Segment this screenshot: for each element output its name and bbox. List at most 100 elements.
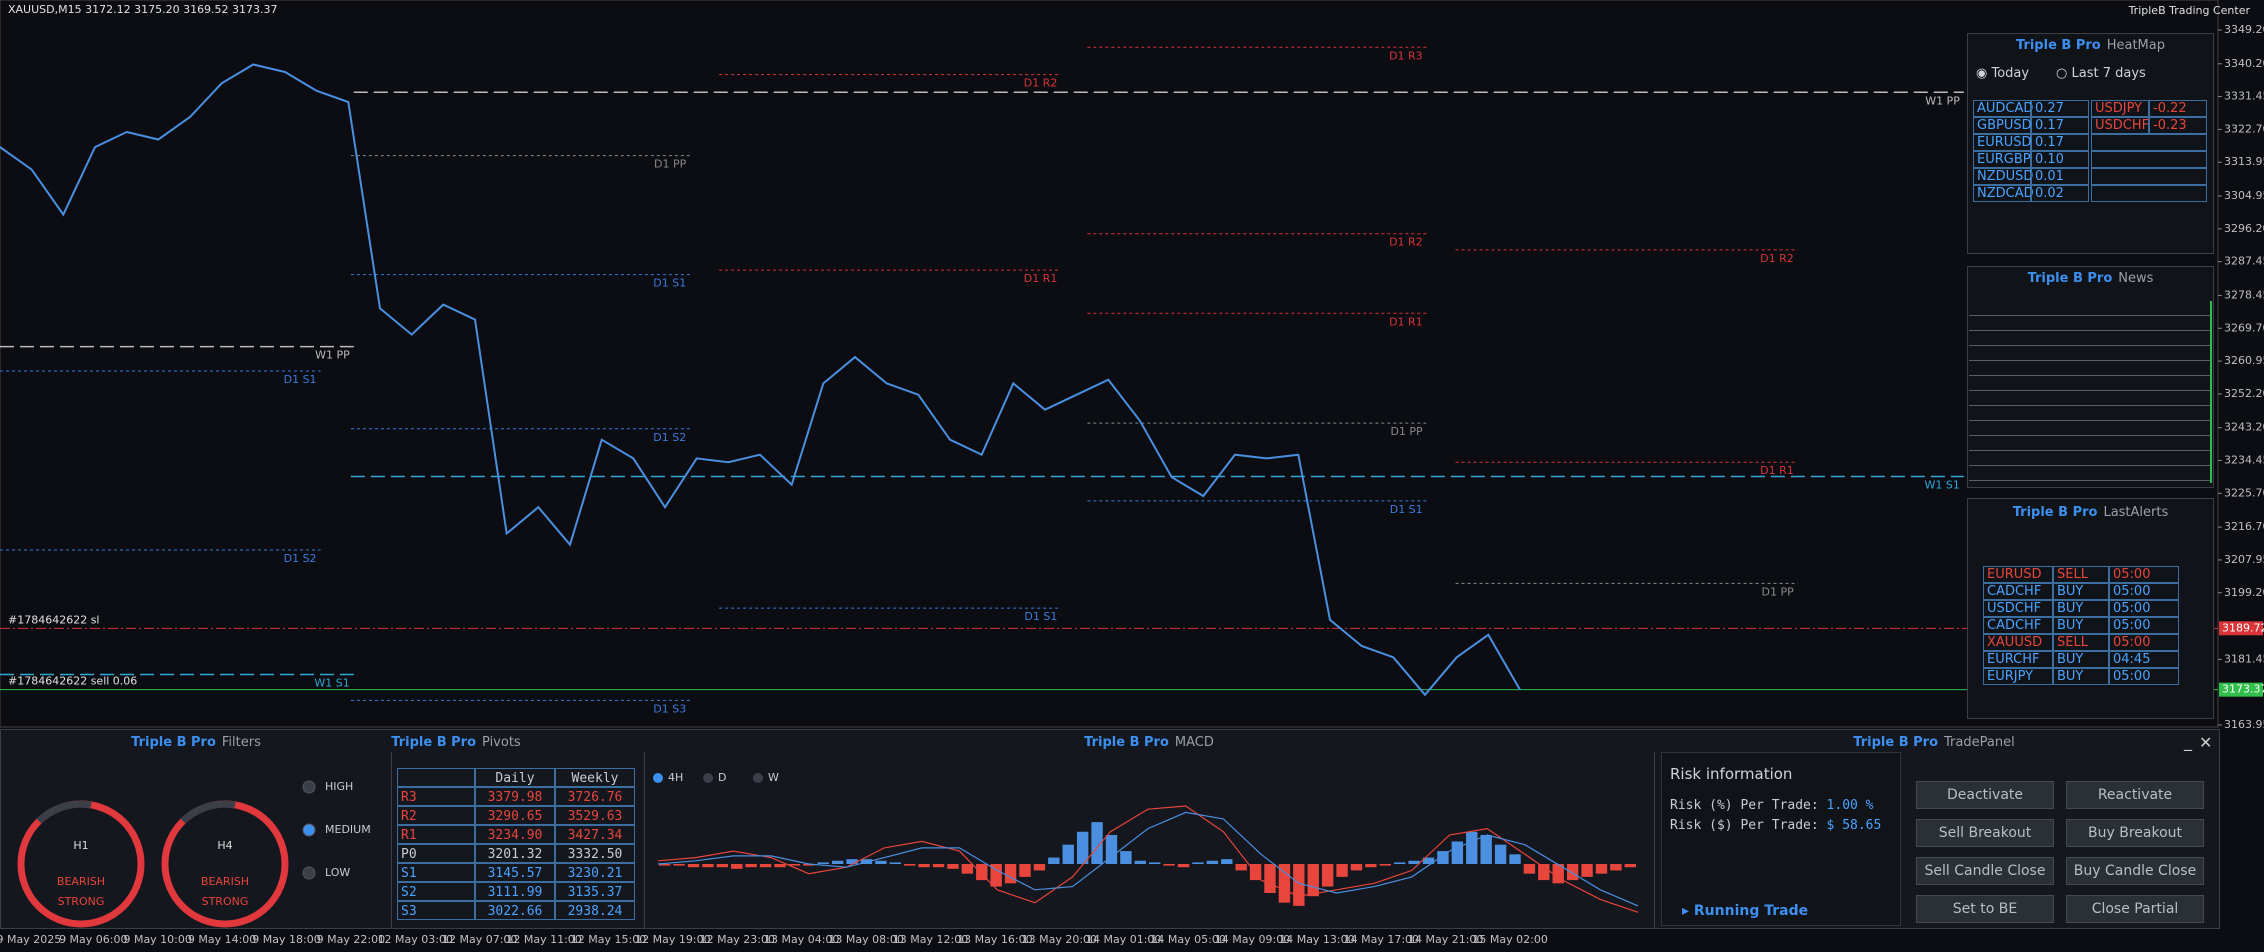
macd-bar bbox=[1163, 864, 1175, 866]
macd-bar bbox=[1365, 864, 1377, 868]
macd-bar bbox=[1350, 864, 1363, 871]
heatmap-cell: NZDCAD bbox=[1973, 185, 2034, 202]
macd-bar bbox=[1134, 860, 1146, 864]
macd-bar bbox=[1379, 864, 1391, 866]
macd-bar bbox=[1321, 864, 1334, 887]
pivot-cell: 3201.32 bbox=[475, 844, 555, 863]
running-trade[interactable]: ▸ Running Trade bbox=[1682, 903, 1809, 919]
macd-bar bbox=[990, 864, 1002, 887]
pivot-cell: 3427.34 bbox=[555, 825, 635, 844]
bottom-panel: Triple B Pro Filters Triple B Pro Pivots T… bbox=[0, 729, 2220, 929]
pivot-cell bbox=[397, 768, 475, 787]
heatmap-cell: AUDCAD bbox=[1973, 100, 2033, 117]
level-label: W1 S1 bbox=[1924, 478, 1959, 491]
level-label: D1 S1 bbox=[1024, 610, 1057, 623]
alert-cell: SELL bbox=[2053, 566, 2109, 583]
y-tick-label: 3269.70 bbox=[2224, 321, 2264, 334]
macd-bar bbox=[1235, 864, 1247, 871]
macd-title: Triple B Pro MACD bbox=[644, 735, 1654, 750]
pivots-title: Triple B Pro Pivots bbox=[391, 735, 521, 750]
plot-area bbox=[0, 0, 2219, 728]
y-tick-label: 3260.95 bbox=[2224, 354, 2264, 367]
heatmap-title: Triple B Pro HeatMap bbox=[1968, 38, 2213, 53]
alert-cell: BUY bbox=[2053, 617, 2109, 634]
value: 1.00 % bbox=[1826, 798, 1874, 813]
title: Filters bbox=[221, 735, 261, 750]
y-tick-label: 3278.45 bbox=[2224, 288, 2264, 301]
y-tick-label: 3216.70 bbox=[2224, 520, 2264, 533]
macd-bar bbox=[1624, 864, 1636, 868]
news-title: Triple B Pro News bbox=[1968, 271, 2213, 286]
level-label: D1 R2 bbox=[1760, 252, 1794, 265]
heatmap-cell: NZDUSD bbox=[1973, 168, 2033, 185]
trade-button[interactable]: Set to BE bbox=[1916, 895, 2054, 923]
macd-bar bbox=[1033, 864, 1046, 871]
pivot-cell: 3135.37 bbox=[555, 882, 635, 901]
macd-bar bbox=[947, 864, 959, 869]
radio-label: 4H bbox=[668, 771, 683, 784]
pivot-header: Daily bbox=[475, 768, 555, 787]
alert-cell: SELL bbox=[2053, 634, 2109, 651]
x-tick-label: 13 May 20:00 bbox=[1022, 933, 1097, 946]
close[interactable]: ✕ bbox=[2199, 733, 2213, 752]
macd-bar bbox=[1293, 864, 1305, 906]
level-label: D1 S1 bbox=[284, 373, 317, 386]
gauge-track bbox=[180, 800, 236, 824]
news-list bbox=[1969, 301, 2212, 483]
x-tick-label: 13 May 16:00 bbox=[957, 933, 1032, 946]
radio-label: D bbox=[718, 771, 726, 784]
macd-bar bbox=[1566, 864, 1579, 881]
brand: Triple B Pro bbox=[2012, 505, 2098, 520]
gauge-track bbox=[36, 800, 92, 824]
macd-bar bbox=[889, 862, 901, 864]
trade-button[interactable]: Buy Candle Close bbox=[2066, 857, 2204, 885]
alert-cell: EURCHF bbox=[1983, 651, 2053, 668]
y-tick-label: 3340.20 bbox=[2224, 57, 2264, 70]
pivot-cell: 3022.66 bbox=[475, 901, 555, 920]
option[interactable]: ○ Last 7 days bbox=[2056, 66, 2146, 81]
pivot-cell: 3529.63 bbox=[555, 806, 635, 825]
level-label: D1 S3 bbox=[653, 702, 686, 715]
macd-bar bbox=[659, 864, 671, 866]
alert-cell: 05:00 bbox=[2109, 583, 2179, 600]
macd-main bbox=[657, 805, 1639, 913]
macd-chart: 4H D W bbox=[653, 771, 1639, 913]
filters: H1 BEARISH STRONG H4 BEARISH STRONG HIGH MEDIUM… bbox=[17, 780, 371, 928]
heatmap-panel: Triple B Pro HeatMap ◉ Today ○ Last 7 day… bbox=[1967, 33, 2214, 254]
macd-bar bbox=[1437, 851, 1449, 864]
trade-button[interactable]: Deactivate bbox=[1916, 781, 2054, 809]
macd-bar bbox=[788, 864, 801, 866]
macd-bar bbox=[1076, 831, 1089, 864]
x-tick-label: 13 May 12:00 bbox=[893, 933, 968, 946]
macd-bar bbox=[1105, 835, 1118, 864]
alert-cell: CADCHF bbox=[1983, 583, 2053, 600]
radio bbox=[653, 773, 663, 783]
macd-bar bbox=[1177, 864, 1190, 868]
trade-button[interactable]: Buy Breakout bbox=[2066, 819, 2204, 847]
separator bbox=[391, 752, 392, 928]
trade-button[interactable]: Sell Candle Close bbox=[1916, 857, 2054, 885]
alert-cell: 05:00 bbox=[2109, 634, 2179, 651]
x-tick-label: 12 May 19:00 bbox=[635, 933, 710, 946]
macd-bar bbox=[1149, 862, 1161, 864]
pivot-cell: 3234.90 bbox=[475, 825, 555, 844]
gauge-strength: STRONG bbox=[202, 895, 249, 908]
brand: Triple B Pro bbox=[1853, 735, 1939, 750]
heatmap-cell: 0.17 bbox=[2031, 117, 2089, 134]
filters-title: Triple B Pro Filters bbox=[1, 735, 391, 750]
value: $ 58.65 bbox=[1826, 818, 1882, 833]
x-tick-label: 9 May 06:00 bbox=[59, 933, 127, 946]
level-label: D1 R3 bbox=[1389, 49, 1423, 62]
trade-button[interactable]: Sell Breakout bbox=[1916, 819, 2054, 847]
heatmap-cell: EURUSD bbox=[1973, 134, 2032, 151]
alert-cell: CADCHF bbox=[1983, 617, 2053, 634]
alerts-panel: Triple B Pro LastAlerts EURUSD SELL 05:00 CA… bbox=[1967, 498, 2214, 719]
alert-cell: 05:00 bbox=[2109, 617, 2179, 634]
minimize[interactable]: _ bbox=[2184, 732, 2192, 751]
trade-button[interactable]: Reactivate bbox=[2066, 781, 2204, 809]
gauge-strength: STRONG bbox=[58, 895, 105, 908]
option[interactable]: ◉ Today bbox=[1976, 66, 2030, 81]
gauge-state: BEARISH bbox=[57, 875, 105, 888]
trade-button[interactable]: Close Partial bbox=[2066, 895, 2204, 923]
alert-cell: 04:45 bbox=[2109, 651, 2179, 668]
